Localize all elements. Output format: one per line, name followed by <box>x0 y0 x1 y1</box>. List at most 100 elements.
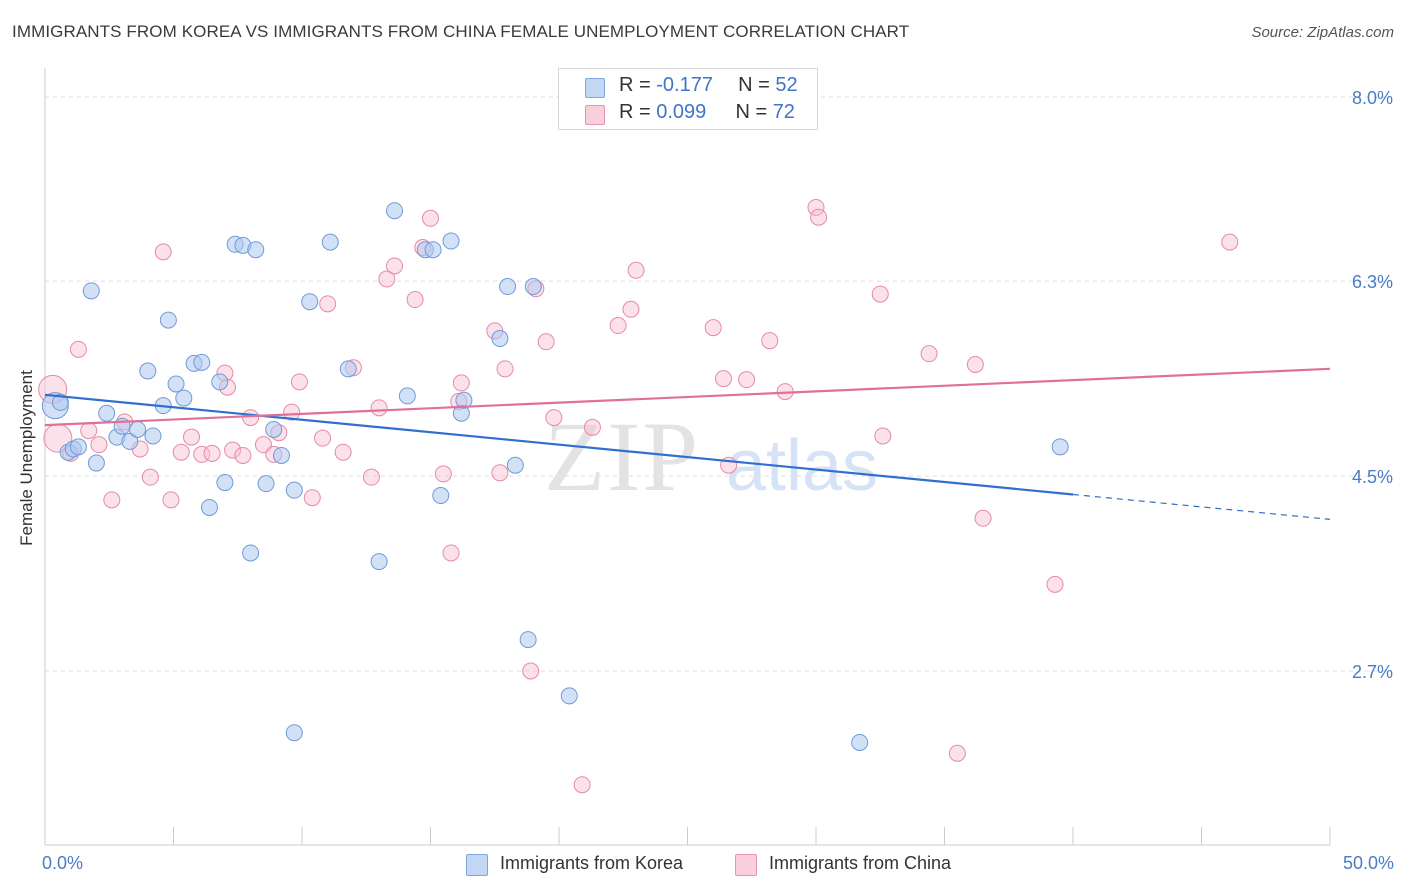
x-tick-label: 50.0% <box>1343 853 1394 873</box>
bottom-korea-label: Immigrants from Korea <box>500 853 684 873</box>
y-tick-label: 4.5% <box>1352 467 1393 487</box>
china-point <box>1221 233 1239 251</box>
china-point <box>452 374 470 392</box>
china-point <box>627 261 645 279</box>
china-point <box>974 509 992 527</box>
korea-point <box>285 481 303 499</box>
china-point <box>871 285 889 303</box>
china-point <box>874 427 892 445</box>
korea-r-label: R = <box>619 74 657 96</box>
china-point <box>224 441 242 459</box>
china-point <box>714 370 732 388</box>
korea-point <box>247 241 265 259</box>
bottom-china-label: Immigrants from China <box>769 853 952 873</box>
china-point <box>704 319 722 337</box>
china-point <box>434 465 452 483</box>
korea-point <box>167 375 185 393</box>
china-point <box>162 491 180 509</box>
china-point <box>442 544 460 562</box>
china-swatch <box>585 105 605 125</box>
china-point <box>90 436 108 454</box>
korea-point <box>386 202 404 220</box>
china-point <box>948 744 966 762</box>
china-point <box>522 662 540 680</box>
bottom-china-swatch <box>735 854 757 876</box>
china-n-label: N = <box>735 101 773 123</box>
korea-point <box>432 487 450 505</box>
china-point <box>303 489 321 507</box>
china-point <box>496 360 514 378</box>
china-point <box>314 429 332 447</box>
korea-n-value: 52 <box>775 74 798 96</box>
china-point <box>242 409 260 427</box>
china-point <box>583 418 601 436</box>
china-point <box>810 208 828 226</box>
korea-point <box>285 724 303 742</box>
korea-point <box>51 393 69 411</box>
korea-point <box>491 330 509 348</box>
correlation-legend: R = -0.177 N = 52 R = 0.099 N = 72 <box>558 68 818 130</box>
korea-point <box>851 733 869 751</box>
china-point <box>622 300 640 318</box>
china-point <box>807 198 825 216</box>
china-point <box>182 428 200 446</box>
korea-point <box>272 446 290 464</box>
korea-point <box>519 631 537 649</box>
korea-point <box>442 232 460 250</box>
china-point <box>203 444 221 462</box>
china-point <box>370 399 388 417</box>
korea-point <box>129 420 147 438</box>
china-point <box>172 443 190 461</box>
korea-swatch <box>585 78 605 98</box>
source-credit: Source: ZipAtlas.com <box>1251 24 1394 41</box>
china-point <box>362 468 380 486</box>
korea-point <box>301 293 319 311</box>
china-point <box>422 209 439 227</box>
korea-point <box>87 454 105 472</box>
korea-point <box>321 233 339 251</box>
china-point <box>738 371 756 389</box>
china-point <box>154 243 172 261</box>
china-point <box>234 446 252 464</box>
trend-lines <box>44 367 1331 520</box>
china-point <box>290 373 308 391</box>
korea-point <box>159 311 177 329</box>
korea-points <box>41 202 1069 751</box>
korea-r-value: -0.177 <box>656 74 713 96</box>
china-point <box>80 422 98 440</box>
korea-point <box>560 687 578 705</box>
china-point <box>386 257 404 275</box>
korea-point <box>524 278 542 296</box>
korea-point <box>98 404 116 422</box>
axes <box>44 68 1331 846</box>
korea-point <box>257 475 275 493</box>
china-point <box>545 409 563 427</box>
korea-point <box>193 353 211 371</box>
china-point <box>334 443 352 461</box>
korea-n-label: N = <box>738 74 776 96</box>
korea-point <box>82 282 100 300</box>
x-tick-label: 0.0% <box>42 853 83 873</box>
x-tick-labels: 0.0% 50.0% <box>42 853 1394 873</box>
china-point <box>609 317 627 335</box>
china-point <box>491 464 509 482</box>
y-tick-label: 2.7% <box>1352 662 1393 682</box>
korea-point <box>139 362 157 380</box>
china-n-value: 72 <box>772 101 795 123</box>
korea-trend-line <box>44 393 1074 496</box>
korea-point <box>144 427 162 445</box>
china-point <box>1046 575 1064 593</box>
china-point <box>69 340 87 358</box>
korea-point <box>339 360 357 378</box>
y-tick-label: 8.0% <box>1352 88 1393 108</box>
china-point <box>378 270 396 288</box>
china-point <box>141 468 159 486</box>
korea-point <box>265 420 283 438</box>
korea-point <box>69 438 87 456</box>
korea-point <box>175 389 193 407</box>
china-trend-line <box>44 367 1331 427</box>
bottom-korea-swatch <box>466 854 488 876</box>
korea-point <box>211 373 229 391</box>
korea-point <box>499 278 517 296</box>
